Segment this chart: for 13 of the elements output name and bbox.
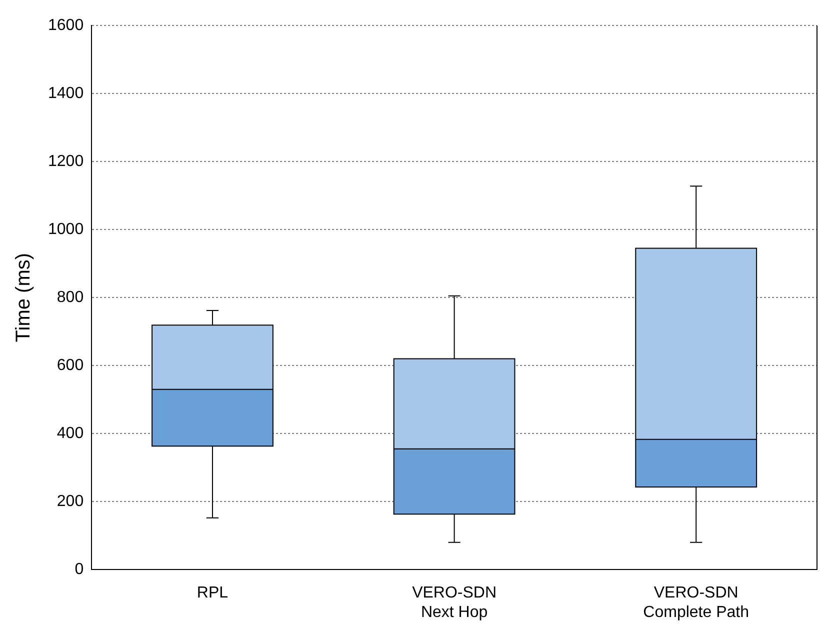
y-tick-label: 0 bbox=[74, 561, 84, 578]
y-tick-label: 200 bbox=[56, 493, 84, 510]
y-tick-label: 1400 bbox=[48, 85, 84, 102]
x-tick-label: VERO-SDN Next Hop bbox=[412, 584, 497, 621]
x-tick-label: RPL bbox=[196, 584, 228, 602]
y-tick-label: 1600 bbox=[48, 17, 84, 34]
y-tick-label: 1200 bbox=[48, 153, 84, 170]
y-tick-label: 400 bbox=[56, 425, 84, 442]
y-tick-label: 600 bbox=[56, 357, 84, 374]
y-tick-label: 1000 bbox=[48, 221, 84, 238]
y-axis-title: Time (ms) bbox=[12, 252, 35, 342]
y-tick-label: 800 bbox=[56, 289, 84, 306]
x-tick-label: VERO-SDN Complete Path bbox=[643, 584, 750, 621]
